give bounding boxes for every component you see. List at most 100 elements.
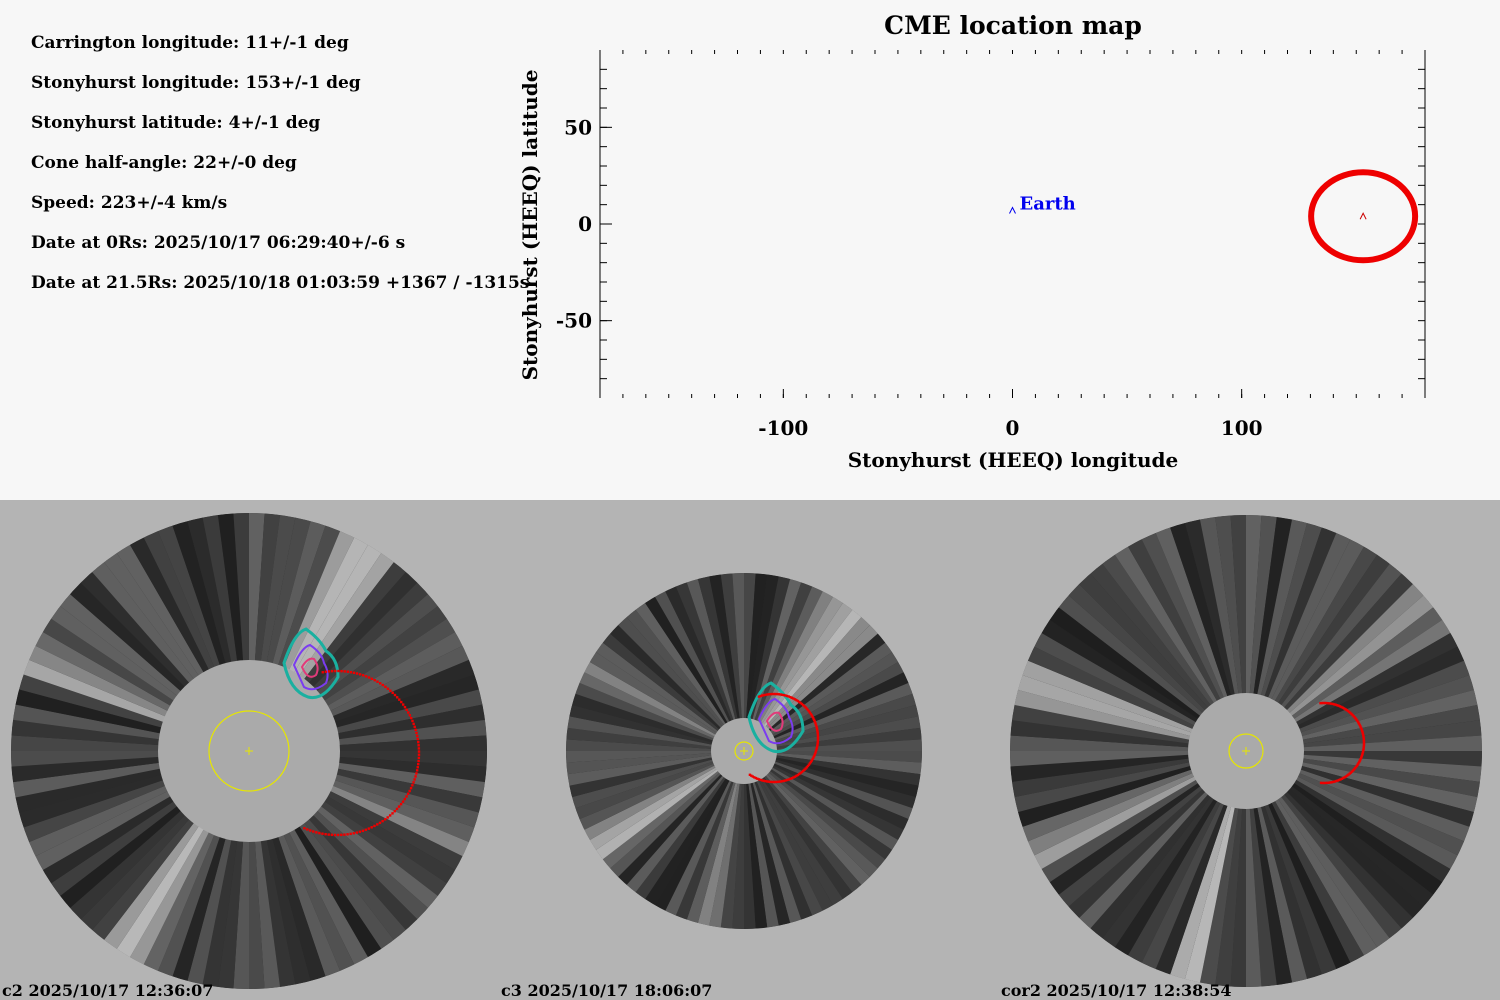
streamer-wedge [1246,604,1446,751]
streamer-wedge [744,692,920,751]
y-axis-label: Stonyhurst (HEEQ) latitude [518,70,542,381]
cme-fit-dot [1334,703,1337,706]
streamer-wedge [1168,519,1246,751]
streamer-wedge [633,751,744,903]
cme-fit-dot [417,756,421,760]
streamer-wedge [744,751,922,787]
cme-fit-dot [796,773,800,777]
streamer-wedge [1139,529,1246,751]
cme-fit-dot [814,750,818,753]
cme-fit-dot [769,780,772,784]
cme-fit-dot [414,775,417,778]
x-tick-label: 100 [1221,416,1263,440]
cme-fit-dot [412,781,415,784]
streamer-wedge [1183,515,1246,751]
c3-caption: c3 2025/10/17 18:06:07 [501,981,713,1000]
streamer-wedge [1246,751,1380,959]
streamer-wedge [1246,751,1474,843]
cme-fit-dot [784,779,787,782]
cme-fit-dot [793,775,797,778]
cme-fit-dot [401,800,405,803]
cme-fit-dot [417,744,420,747]
cme-fit-dot [1362,746,1365,749]
cme-fit-dot [777,693,781,696]
cme-fit-dot [804,706,807,709]
cme-fit-dot [816,735,820,738]
cme-fit-dot [1356,763,1359,766]
streamer-wedge [607,622,744,751]
map-axes [599,50,1426,398]
cme-fit-dot [324,833,327,836]
cme-fit-dot [815,728,819,731]
cme-fit-dot [417,753,421,756]
cme-fit-dot [389,689,392,692]
coronagraph-images [11,513,1482,989]
cme-fit-dot [393,693,397,697]
cme-fit-dot [355,831,359,834]
cme-fit-dot [808,711,812,714]
cme-fit-dot [401,703,405,706]
cme-fit-dot [800,702,804,706]
cme-fit-dot [381,683,385,687]
cme-fit-dot [782,693,786,697]
cme-fit-dot [799,771,802,775]
cme-fit-dot [751,775,755,778]
streamer-wedge [1112,543,1246,751]
streamer-wedge [1246,751,1468,858]
streamer-wedge [1087,751,1246,942]
cme-fit-dot [355,672,359,675]
cme-fit-dot [399,802,403,806]
streamer-wedge [1246,751,1482,767]
cme-fit-dot [813,720,816,723]
streamer-wedge [744,751,780,929]
carrington-longitude: Carrington longitude: 11+/-1 deg [31,33,349,53]
cme-fit-dot [792,776,795,779]
cme-fit-dot [334,669,337,673]
cme-contour [300,657,319,678]
streamer-wedge [1246,560,1405,751]
streamer-wedge [1246,688,1482,751]
cme-fit-dot [789,695,792,699]
cme-fit-dot [1339,778,1342,781]
cme-fit-dot [1357,722,1361,725]
streamer-wedge [1246,751,1454,885]
streamer-wedge [607,751,744,880]
sun-limb-circle [1228,733,1264,769]
streamer-wedge [1246,751,1393,951]
streamer-wedge [1024,644,1246,751]
cme-fit-dot [324,670,328,673]
cme-fit-dot [398,698,401,701]
cme-fit-dot [806,764,810,768]
streamer-wedge [586,751,744,853]
cme-fit-dot [1340,705,1343,709]
cme-fit-dot [386,687,390,690]
cme-fit-dot [812,756,815,759]
streamer-wedge [642,593,744,751]
c2-caption: c2 2025/10/17 12:36:07 [2,981,214,1000]
cme-fit-dot [807,710,811,713]
streamer-wedge [1246,543,1380,751]
streamer-wedge [1010,751,1246,814]
streamer-wedge [1246,751,1416,932]
cme-fit-dot [1336,779,1339,782]
cme-fit-dot [393,809,396,813]
streamer-wedge [1038,751,1246,885]
cme-position-marker [1359,212,1367,220]
cme-fit-dot [1340,777,1344,780]
streamer-wedge [566,751,744,763]
cme-fit-dot [767,780,770,783]
cme-fit-dot [1346,709,1350,713]
streamer-wedge [696,573,744,751]
cme-fit-dot [1327,781,1330,784]
streamer-wedge [1099,551,1246,751]
streamer-wedge [1139,751,1246,973]
streamer-wedge [1065,751,1246,921]
cme-fit-dot [1358,759,1362,762]
cme-fit-dot [306,828,309,831]
streamer-wedge [1154,523,1246,751]
cme-fit-dot [352,671,356,674]
cme-fit-dot [1355,764,1359,768]
cor2-caption: cor2 2025/10/17 12:38:54 [1001,981,1232,1000]
streamer-wedge [653,587,744,751]
cme-fit-dot [408,714,412,717]
